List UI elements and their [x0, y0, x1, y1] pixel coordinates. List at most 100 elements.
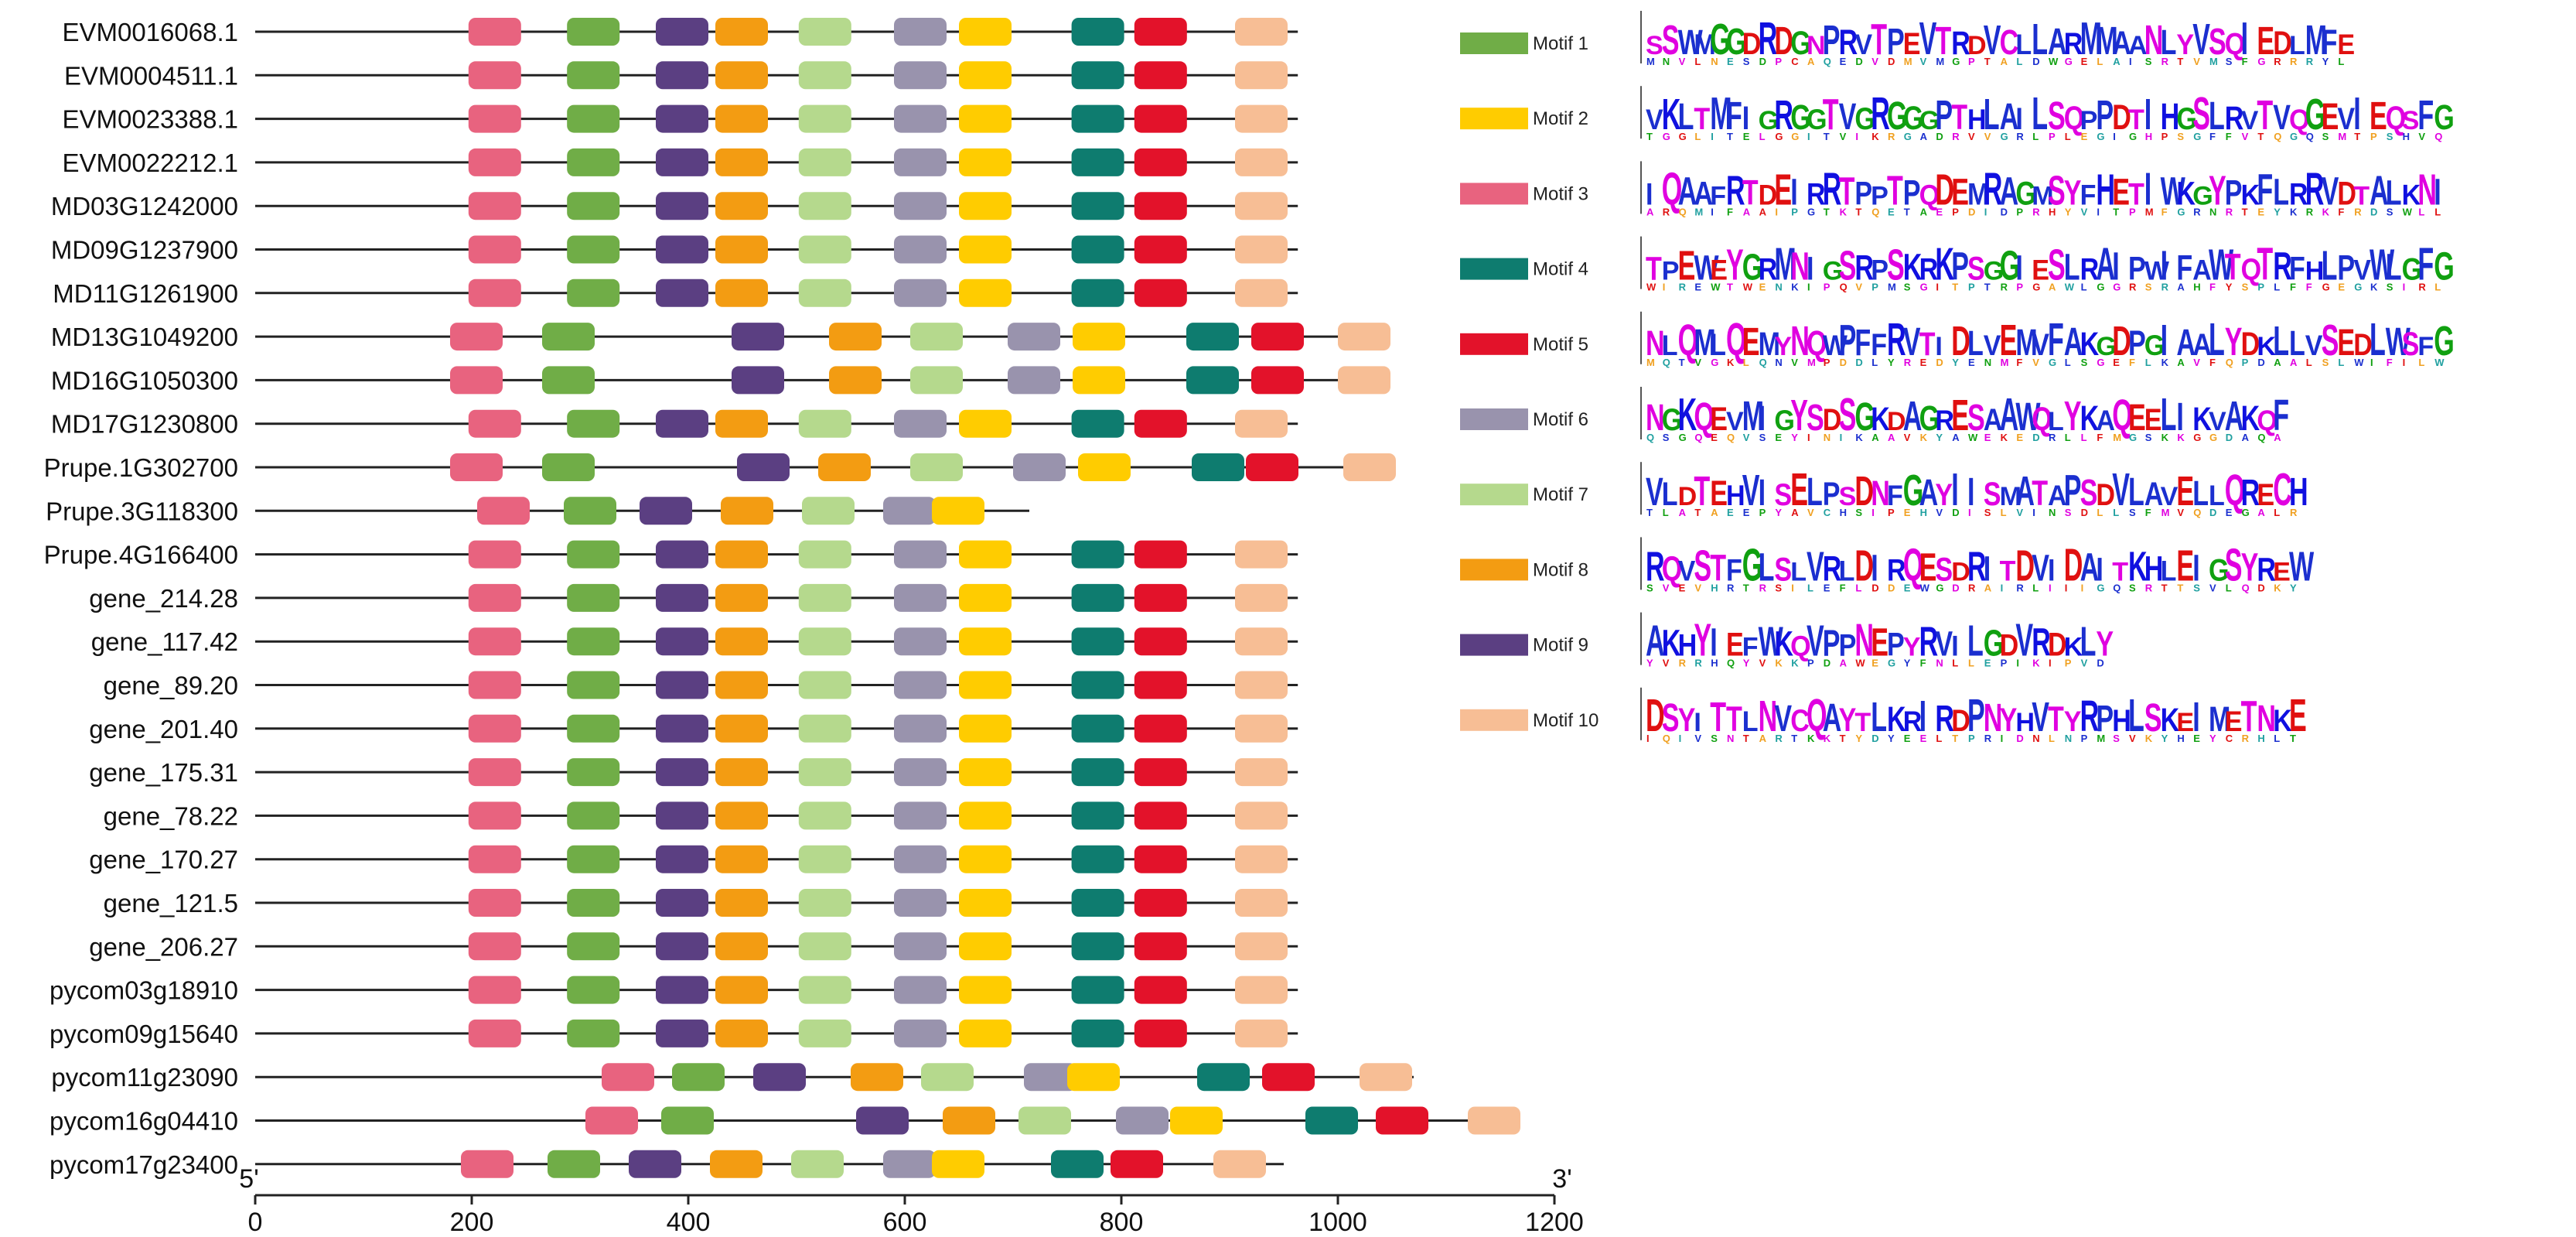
logo-residue: Q — [1662, 550, 1683, 589]
logo-residue: E — [2144, 403, 2162, 437]
logo-residue-minor: D — [1936, 357, 1943, 368]
legend-label: Motif 10 — [1533, 710, 1598, 731]
logo-residue-minor: R — [2193, 206, 2201, 217]
logo-residue-minor: Y — [1743, 658, 1750, 669]
logo-residue: L — [1678, 95, 1694, 137]
motif-9-box — [656, 278, 708, 307]
logo-residue-minor: G — [1888, 658, 1895, 669]
motif-1-box — [542, 323, 595, 351]
motif-1-box — [567, 845, 620, 873]
motif-6-box — [894, 583, 947, 612]
logo-residue-minor: A — [1920, 206, 1928, 217]
logo-residue: A — [2048, 480, 2067, 512]
logo-residue-minor: A — [1759, 733, 1767, 744]
logo-residue: Q — [1919, 179, 1940, 211]
logo-residue-minor: E — [1871, 658, 1878, 669]
logo-residue-minor: H — [1920, 507, 1927, 518]
logo-residue: Y — [1726, 241, 1744, 289]
logo-residue: S — [1774, 552, 1792, 589]
motif-3-box — [468, 192, 521, 220]
logo-residue-minor: E — [1711, 432, 1718, 443]
motif-4-box — [1071, 409, 1124, 438]
logo-residue-minor: P — [2049, 131, 2056, 142]
logo-residue-minor: M — [1904, 56, 1912, 67]
logo-residue: F — [1726, 95, 1742, 138]
logo-residue: S — [1967, 396, 1985, 438]
motif-4-box — [1197, 1063, 1250, 1092]
logo-residue-minor: S — [1646, 582, 1653, 593]
logo-residue: P — [1823, 477, 1841, 514]
logo-residue-minor: F — [2209, 282, 2216, 293]
logo-residue-minor: Y — [2161, 733, 2168, 744]
logo-residue-minor: V — [1904, 432, 1911, 443]
motif-5-box — [1134, 932, 1187, 961]
motif-6-box — [1013, 453, 1066, 481]
motif-10-box — [1235, 409, 1288, 438]
logo-residue: Q — [1807, 324, 1827, 363]
logo-residue: G — [1807, 104, 1827, 136]
motif-9-box — [737, 453, 790, 481]
logo-residue: D — [1759, 179, 1778, 211]
logo-residue: I — [2015, 249, 2022, 288]
legend-swatch — [1460, 333, 1528, 355]
logo-residue-minor: G — [2113, 282, 2121, 293]
logo-residue: F — [1742, 633, 1759, 662]
logo-residue-minor: L — [2016, 56, 2022, 67]
logo-residue: G — [2434, 99, 2455, 138]
legend-swatch — [1460, 32, 1528, 54]
motif-10-box — [1468, 1106, 1520, 1135]
logo-residue: D — [1854, 542, 1874, 590]
logo-residue-minor: I — [1840, 432, 1843, 443]
logo-residue-minor: N — [1775, 282, 1782, 293]
logo-residue: L — [2209, 480, 2225, 512]
motif-6-box — [894, 801, 947, 830]
logo-residue-minor: D — [2257, 357, 2264, 368]
motif-8-box — [715, 148, 768, 176]
motif-9-box — [656, 714, 708, 743]
logo-residue-minor: V — [2081, 658, 2088, 669]
legend-swatch — [1460, 559, 1528, 581]
logo-residue-minor: V — [1694, 733, 1701, 744]
logo-residue-minor: Y — [2065, 206, 2072, 217]
gene-label: pycom11g23090 — [51, 1063, 238, 1092]
logo-residue: P — [2080, 106, 2098, 135]
logo-residue: L — [2192, 475, 2209, 514]
logo-residue: D — [1646, 690, 1665, 741]
logo-residue-minor: I — [1807, 282, 1810, 293]
logo-residue-minor: S — [2226, 56, 2233, 67]
logo-residue: S — [1935, 552, 1953, 589]
logo-residue: V — [2112, 464, 2130, 515]
logo-residue-minor: Q — [2226, 357, 2233, 368]
logo-residue: D — [2241, 326, 2260, 363]
motif-7-box — [798, 976, 851, 1004]
logo-residue-minor: G — [1936, 582, 1943, 593]
logo-residue-minor: L — [2065, 357, 2071, 368]
logo-residue: N — [2257, 697, 2276, 739]
logo-residue: N — [1871, 475, 1890, 514]
gene-label: gene_175.31 — [89, 758, 238, 787]
logo-residue: I — [2161, 243, 2168, 289]
logo-residue-minor: I — [1968, 507, 1971, 518]
logo-residue: D — [2048, 627, 2067, 664]
motif-9-box — [640, 497, 692, 525]
logo-residue-minor: S — [2081, 357, 2088, 368]
logo-residue: D — [1951, 703, 1970, 737]
logo-residue: M — [1759, 326, 1780, 363]
logo-residue-minor: I — [2097, 206, 2100, 217]
logo-residue-minor: T — [1824, 131, 1830, 142]
logo-residue: V — [1984, 17, 2001, 63]
motif-1-box — [567, 976, 620, 1004]
logo-residue: W — [2015, 395, 2040, 439]
logo-residue-minor: F — [2226, 131, 2232, 142]
motif-10-box — [1235, 1019, 1288, 1047]
motif-7-box — [798, 889, 851, 917]
logo-residue-minor: D — [2032, 432, 2039, 443]
logo-residue: G — [1903, 466, 1924, 514]
motif-4-box — [1071, 278, 1124, 307]
motif-1-box — [661, 1106, 714, 1135]
motif-2-box — [959, 583, 1012, 612]
logo-residue-minor: V — [1694, 357, 1701, 368]
logo-residue-minor: L — [2434, 282, 2441, 293]
gene-rows: EVM0016068.1 EVM0004511.1 EVM0023388.1 EVM0… — [44, 18, 1520, 1179]
logo-residue-minor: D — [1871, 582, 1878, 593]
